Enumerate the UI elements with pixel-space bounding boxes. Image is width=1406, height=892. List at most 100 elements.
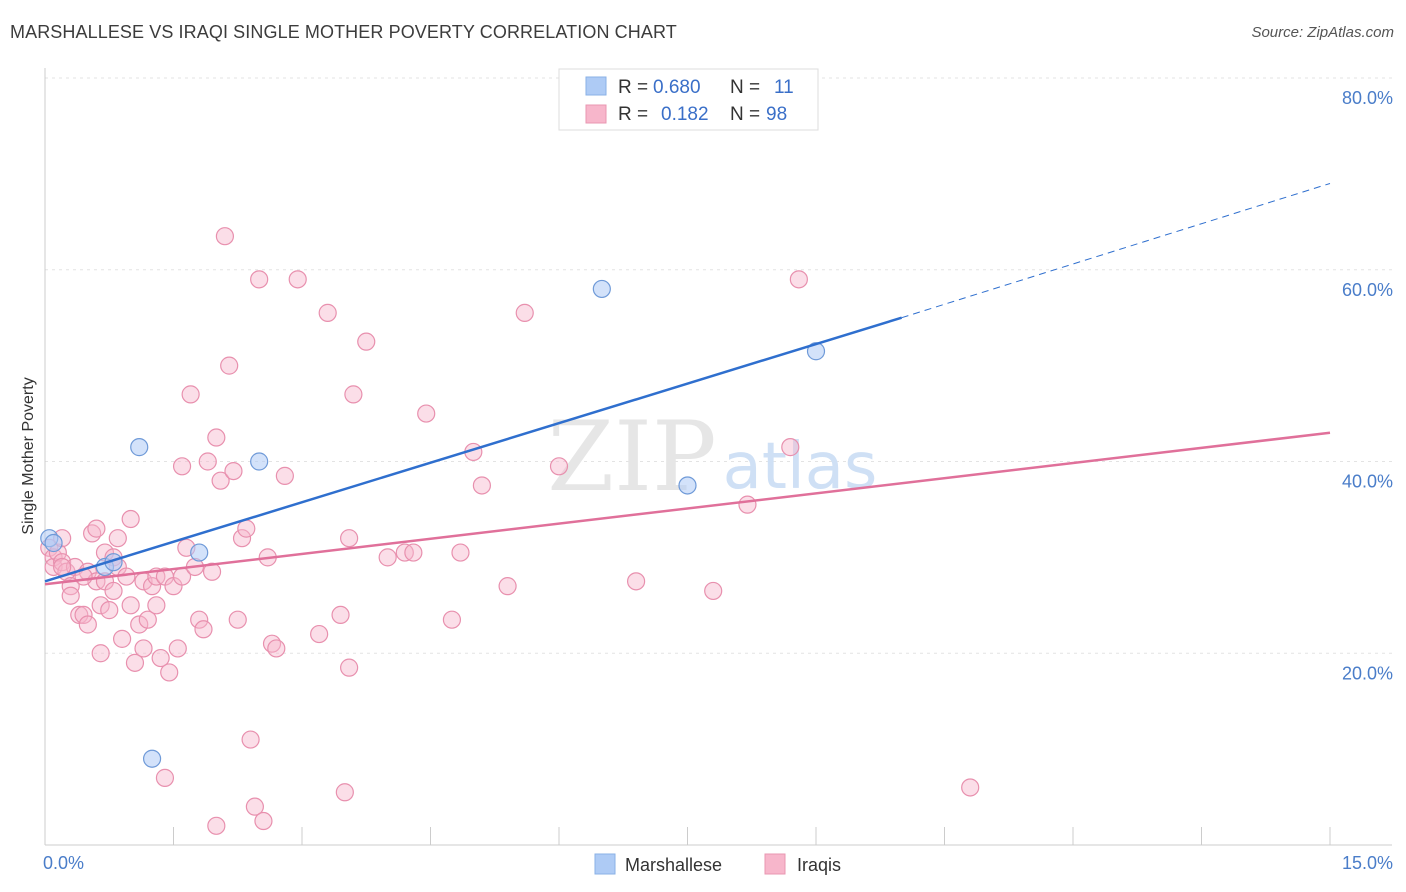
marshallese-point-6 bbox=[250, 452, 269, 471]
marshallese-trend-extension bbox=[901, 182, 1331, 319]
iraqis-point-79 bbox=[404, 543, 423, 562]
legend-r-value-1: 0.680 bbox=[653, 77, 701, 98]
iraqis-point-92 bbox=[789, 270, 808, 289]
y-axis-label: Single Mother Poverty bbox=[20, 377, 37, 534]
x-tick-label-min: 0.0% bbox=[43, 853, 84, 873]
iraqis-point-73 bbox=[340, 529, 359, 548]
legend-swatch-marshallese bbox=[585, 76, 607, 96]
iraqis-point-46 bbox=[181, 385, 200, 404]
iraqis-point-12 bbox=[78, 615, 97, 634]
iraqis-point-84 bbox=[472, 476, 491, 495]
iraqis-point-75 bbox=[344, 385, 363, 404]
iraqis-point-90 bbox=[738, 495, 757, 514]
marshallese-point-3 bbox=[130, 438, 149, 457]
iraqis-point-38 bbox=[151, 648, 170, 668]
axes bbox=[44, 68, 1392, 846]
iraqis-point-76 bbox=[357, 332, 376, 351]
gridlines bbox=[45, 77, 1392, 654]
iraqis-point-96 bbox=[53, 557, 72, 577]
legend-r-value-2: 0.182 bbox=[661, 104, 709, 125]
iraqis-point-77 bbox=[378, 548, 397, 567]
iraqis-point-29 bbox=[121, 509, 140, 529]
iraqis-point-50 bbox=[198, 452, 217, 471]
iraqis-point-55 bbox=[220, 356, 239, 375]
marshallese-points bbox=[40, 279, 826, 768]
iraqis-point-61 bbox=[245, 797, 264, 816]
iraqis-point-18 bbox=[91, 644, 110, 663]
iraqis-points bbox=[40, 227, 980, 835]
iraqis-point-42 bbox=[168, 639, 187, 658]
iraqis-point-36 bbox=[147, 596, 166, 615]
watermark-atlas: atlas bbox=[723, 430, 878, 504]
iraqis-point-74 bbox=[340, 658, 359, 677]
iraqis-point-89 bbox=[704, 581, 723, 601]
y-tick-label-0: 20.0% bbox=[1342, 663, 1393, 683]
iraqis-point-56 bbox=[224, 461, 243, 481]
iraqis-point-59 bbox=[237, 519, 256, 538]
iraqis-point-11 bbox=[74, 605, 93, 625]
iraqis-point-62 bbox=[250, 270, 269, 289]
legend-n-label-2: N = bbox=[730, 104, 760, 125]
series-legend: Marshallese Iraqis bbox=[594, 853, 841, 875]
iraqis-point-21 bbox=[100, 601, 119, 620]
legend-bottom-swatch-marshallese bbox=[594, 853, 616, 875]
trend-lines bbox=[44, 182, 1331, 586]
marshallese-point-9 bbox=[806, 342, 826, 361]
iraqis-point-52 bbox=[207, 428, 226, 447]
iraqis-point-31 bbox=[130, 615, 149, 634]
y-tick-label-3: 80.0% bbox=[1342, 88, 1393, 108]
legend-n-label-1: N = bbox=[730, 77, 760, 98]
legend-swatch-iraqis bbox=[585, 104, 607, 124]
iraqis-point-95 bbox=[155, 768, 175, 787]
iraqis-trend-line bbox=[44, 431, 1331, 586]
legend-bottom-marshallese: Marshallese bbox=[625, 855, 722, 875]
iraqis-point-54 bbox=[215, 227, 234, 246]
tick-labels: 20.0% 40.0% 60.0% 80.0% 0.0% 15.0% bbox=[43, 88, 1393, 873]
iraqis-point-91 bbox=[781, 438, 800, 457]
iraqis-point-93 bbox=[961, 778, 980, 797]
iraqis-point-24 bbox=[108, 529, 127, 548]
watermark: ZIP atlas bbox=[547, 401, 877, 513]
iraqis-point-35 bbox=[142, 577, 162, 596]
iraqis-point-49 bbox=[194, 620, 213, 639]
iraqis-point-63 bbox=[254, 811, 273, 831]
marshallese-point-4 bbox=[142, 749, 162, 768]
iraqis-point-82 bbox=[451, 543, 470, 562]
iraqis-point-66 bbox=[267, 639, 286, 658]
iraqis-point-48 bbox=[190, 610, 209, 629]
marshallese-point-5 bbox=[190, 543, 209, 562]
iraqis-point-57 bbox=[228, 610, 247, 629]
stats-legend: R = 0.680 N = 11 R = 0.182 N = 98 bbox=[558, 68, 819, 131]
legend-n-value-1: 11 bbox=[774, 77, 794, 98]
legend-bottom-swatch-iraqis bbox=[764, 853, 786, 875]
iraqis-point-28 bbox=[121, 596, 140, 615]
iraqis-point-69 bbox=[310, 624, 329, 644]
marshallese-point-10 bbox=[44, 533, 63, 553]
iraqis-point-44 bbox=[172, 457, 192, 476]
iraqis-point-34 bbox=[138, 610, 157, 629]
y-tick-label-2: 60.0% bbox=[1342, 280, 1393, 300]
iraqis-point-17 bbox=[91, 596, 110, 615]
legend-r-label-1: R = bbox=[618, 77, 648, 98]
legend-n-value-2: 98 bbox=[766, 104, 787, 125]
iraqis-point-26 bbox=[112, 629, 132, 648]
iraqis-point-87 bbox=[549, 457, 569, 476]
iraqis-point-71 bbox=[331, 605, 350, 625]
chart-title: MARSHALLESE VS IRAQI SINGLE MOTHER POVER… bbox=[10, 22, 677, 42]
iraqis-point-40 bbox=[160, 663, 179, 682]
iraqis-point-68 bbox=[288, 270, 307, 289]
iraqis-point-58 bbox=[232, 529, 252, 548]
iraqis-point-53 bbox=[211, 471, 230, 490]
iraqis-point-81 bbox=[442, 610, 462, 629]
iraqis-point-30 bbox=[125, 653, 145, 672]
marshallese-point-7 bbox=[592, 279, 611, 299]
iraqis-point-15 bbox=[87, 519, 106, 538]
iraqis-point-70 bbox=[318, 303, 337, 322]
iraqis-point-80 bbox=[417, 404, 436, 423]
marshallese-trend-line bbox=[44, 316, 903, 583]
iraqis-point-51 bbox=[202, 562, 222, 581]
iraqis-point-8 bbox=[61, 586, 80, 605]
iraqis-point-33 bbox=[134, 639, 153, 658]
legend-r-label-2: R = bbox=[618, 104, 648, 125]
